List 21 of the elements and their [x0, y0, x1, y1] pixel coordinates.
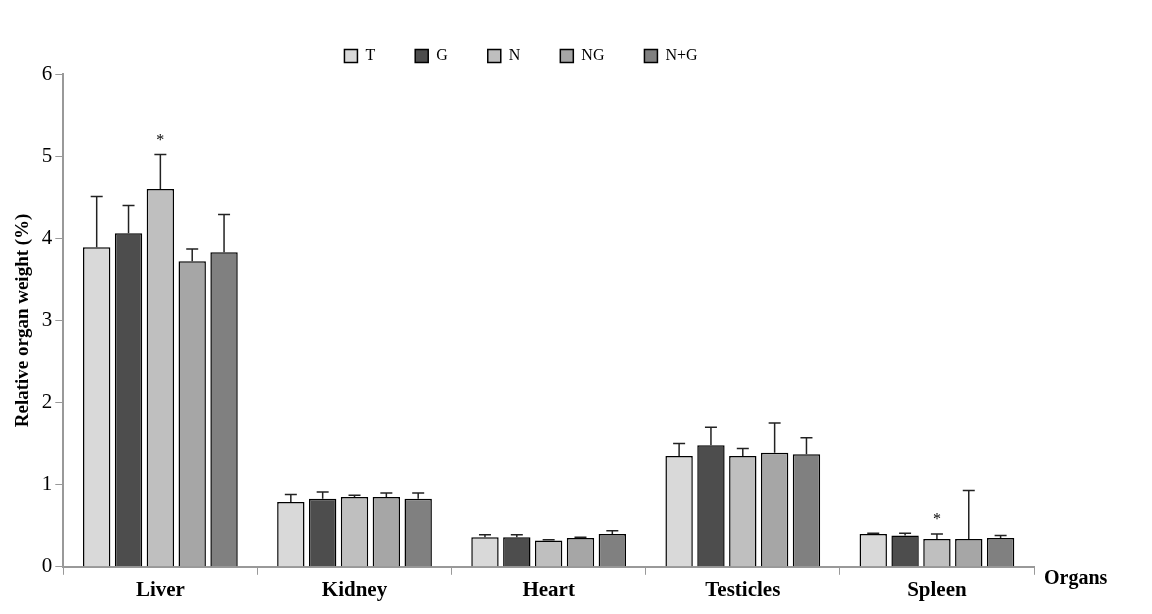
x-tick-label: Testicles [705, 576, 781, 601]
legend-label: N+G [665, 46, 699, 64]
y-tick-label: 2 [41, 389, 53, 414]
y-tick-label: 5 [41, 142, 53, 167]
x-axis-title: Organs [1044, 565, 1108, 589]
x-tick-label: Heart [522, 576, 575, 601]
legend-label: T [365, 46, 376, 64]
x-tick-label: Liver [135, 576, 185, 601]
y-tick-label: 1 [41, 471, 53, 496]
legend-label: NG [581, 46, 605, 64]
x-tick-label: Spleen [907, 576, 968, 601]
x-tick-label: Kidney [321, 576, 388, 601]
legend-label: N [508, 46, 521, 64]
annotation: * [156, 130, 165, 148]
legend-label: G [436, 46, 449, 64]
y-tick-label: 4 [41, 224, 53, 249]
y-tick-label: 6 [41, 60, 53, 85]
y-axis-title: Relative organ weight (%) [11, 213, 34, 428]
annotation: * [932, 510, 941, 528]
y-tick-label: 0 [41, 553, 53, 578]
y-tick-label: 3 [41, 306, 53, 331]
